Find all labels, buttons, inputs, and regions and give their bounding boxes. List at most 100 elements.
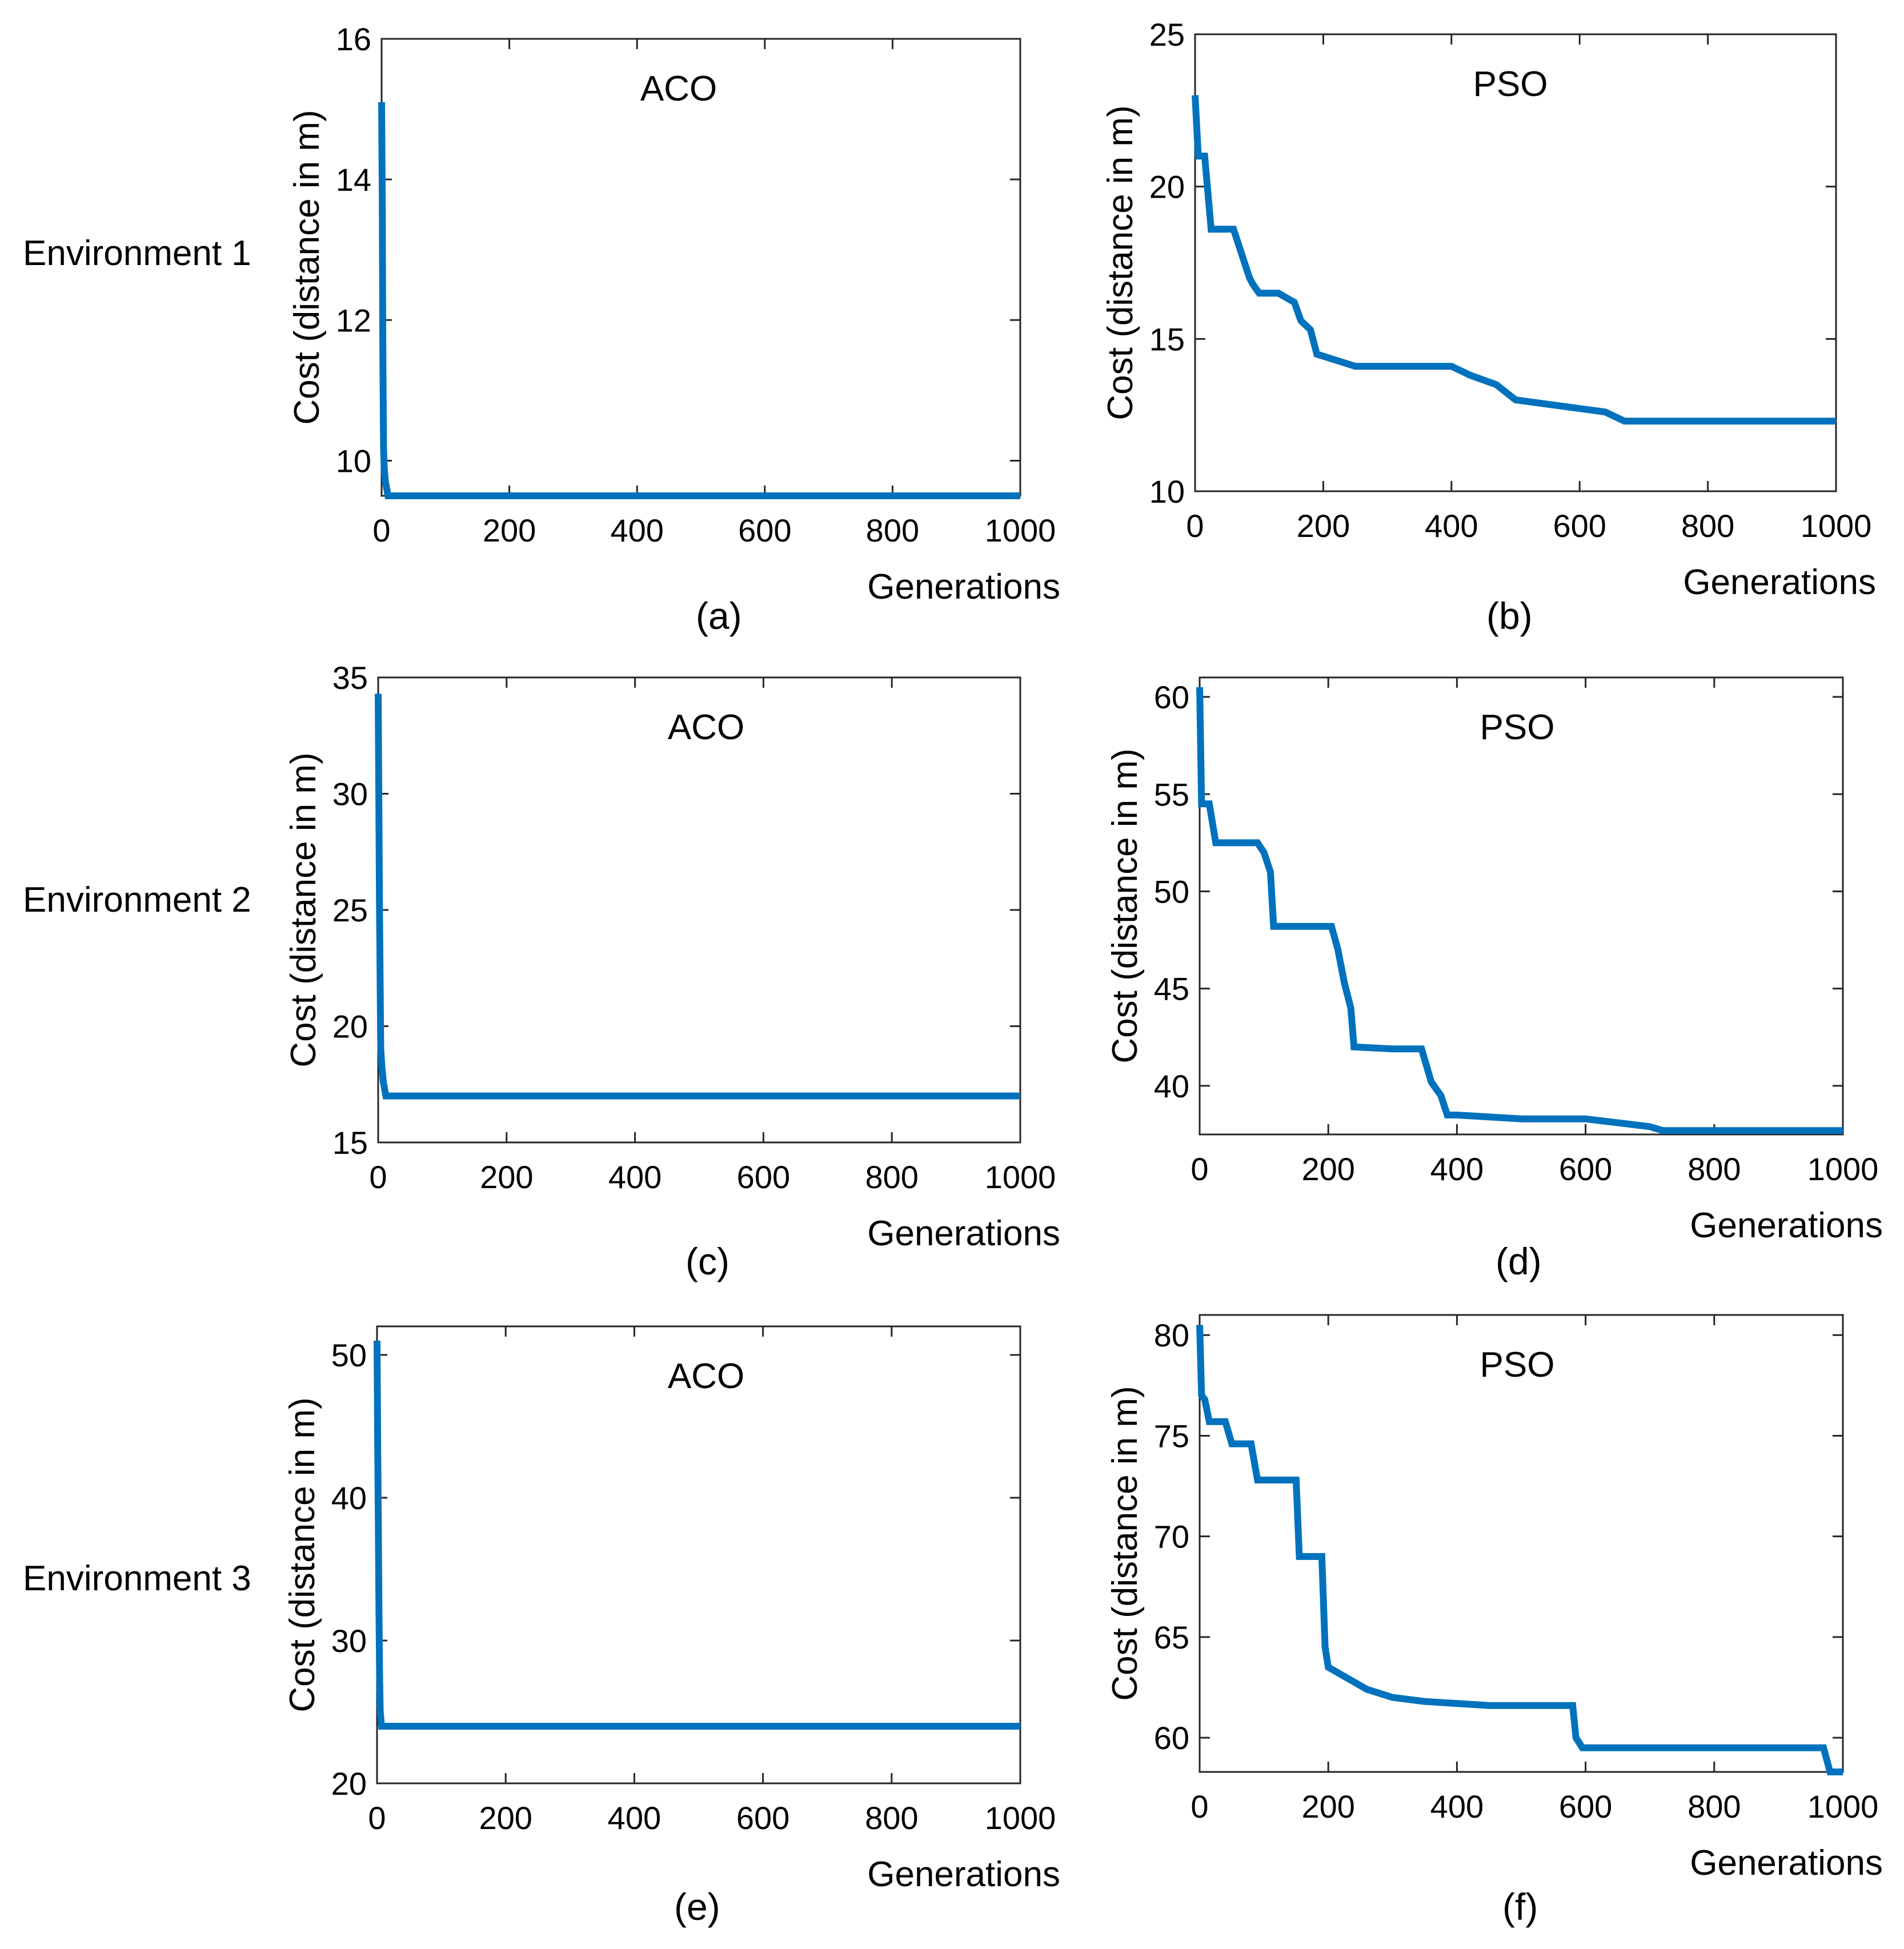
y-tick-label: 50	[331, 1337, 367, 1373]
panel-label-c: (c)	[686, 1240, 729, 1282]
x-axis-label: Generations	[1690, 1843, 1883, 1883]
x-tick-label: 600	[738, 512, 791, 548]
panel-label-f: (f)	[1502, 1886, 1538, 1928]
x-tick-label: 600	[1559, 1151, 1612, 1187]
y-tick-label: 75	[1154, 1418, 1189, 1454]
chart-title: PSO	[1473, 65, 1548, 104]
x-tick-label: 800	[865, 1800, 918, 1836]
row-label-environment-3: Environment 3	[23, 1559, 251, 1598]
y-tick-label: 35	[332, 660, 368, 696]
y-tick-label: 40	[331, 1480, 367, 1516]
x-tick-label: 1000	[1807, 1788, 1879, 1824]
y-tick-label: 30	[331, 1623, 367, 1659]
y-tick-label: 40	[1154, 1068, 1189, 1104]
y-axis-label: Cost (distance in m)	[1101, 105, 1140, 420]
y-tick-label: 60	[1154, 1720, 1189, 1756]
x-tick-label: 800	[1687, 1788, 1741, 1824]
x-tick-label: 800	[1681, 508, 1734, 544]
y-tick-label: 20	[331, 1766, 367, 1802]
series-line-aco	[378, 102, 1020, 499]
x-tick-label: 400	[610, 512, 663, 548]
y-tick-label: 80	[1154, 1317, 1189, 1353]
x-tick-label: 800	[865, 1159, 918, 1195]
series-line-pso	[1192, 95, 1836, 425]
y-axis-label: Cost (distance in m)	[283, 1397, 322, 1712]
y-axis-label: Cost (distance in m)	[1105, 748, 1145, 1063]
chart-title: ACO	[668, 1357, 744, 1396]
row-label-environment-2: Environment 2	[23, 880, 251, 920]
panel-label-d: (d)	[1496, 1240, 1542, 1282]
x-tick-label: 0	[1186, 508, 1204, 544]
y-tick-label: 25	[1149, 17, 1185, 53]
x-tick-label: 200	[483, 512, 536, 548]
x-tick-label: 0	[368, 1800, 386, 1836]
axes-box	[1198, 676, 1844, 1136]
y-tick-label: 10	[336, 443, 371, 479]
x-tick-label: 200	[479, 1800, 532, 1836]
x-tick-label: 400	[1430, 1151, 1484, 1187]
x-tick-label: 600	[737, 1159, 790, 1195]
y-tick-label: 14	[336, 162, 371, 198]
y-axis-label: Cost (distance in m)	[287, 110, 327, 424]
x-tick-label: 0	[1190, 1788, 1208, 1824]
series-line-aco	[375, 693, 1020, 1100]
x-tick-label: 200	[480, 1159, 533, 1195]
x-tick-label: 600	[736, 1800, 789, 1836]
x-tick-label: 600	[1553, 508, 1606, 544]
x-tick-label: 1000	[985, 512, 1056, 548]
series-line-pso	[1196, 1325, 1843, 1775]
chart-d: 0 200 400 600 800 1000 40 45 50 55 60 PSO Generation…	[1105, 676, 1883, 1245]
x-tick-label: 0	[372, 512, 390, 548]
x-tick-label: 800	[1687, 1151, 1741, 1187]
y-tick-label: 30	[332, 776, 368, 812]
axes-box	[377, 676, 1021, 1144]
x-tick-label: 800	[866, 512, 919, 548]
y-tick-label: 10	[1149, 474, 1185, 510]
chart-a: 0 200 400 600 800 1000 10 12 14 16 ACO Generations C…	[287, 21, 1060, 607]
y-tick-label: 70	[1154, 1519, 1189, 1555]
chart-f: 0 200 400 600 800 1000 60 65 70 75 80 PSO Generation…	[1105, 1314, 1883, 1883]
chart-title: ACO	[640, 69, 717, 109]
x-tick-label: 1000	[1807, 1151, 1879, 1187]
series-line-aco	[374, 1340, 1020, 1730]
x-tick-label: 1000	[1801, 508, 1872, 544]
row-label-environment-1: Environment 1	[23, 234, 251, 273]
y-axis-label: Cost (distance in m)	[284, 752, 323, 1067]
y-tick-label: 16	[336, 21, 371, 57]
x-tick-label: 400	[608, 1159, 662, 1195]
x-tick-label: 1000	[985, 1159, 1056, 1195]
y-tick-label: 15	[332, 1125, 368, 1161]
panel-label-a: (a)	[696, 595, 742, 637]
y-tick-label: 50	[1154, 873, 1189, 909]
x-axis-label: Generations	[867, 1214, 1060, 1253]
axes-box	[1198, 1314, 1844, 1773]
chart-title: ACO	[668, 708, 744, 747]
axes-box	[1194, 33, 1837, 492]
y-tick-label: 25	[332, 892, 368, 928]
chart-b: 0 200 400 600 800 1000 10 15 20 25 PSO Generations C…	[1101, 17, 1876, 602]
x-axis-label: Generations	[867, 1855, 1060, 1894]
chart-title: PSO	[1480, 1345, 1555, 1385]
x-tick-label: 200	[1301, 1151, 1354, 1187]
x-tick-label: 200	[1297, 508, 1350, 544]
x-tick-label: 400	[1425, 508, 1478, 544]
x-tick-label: 600	[1559, 1788, 1612, 1824]
x-axis-label: Generations	[1690, 1206, 1883, 1245]
x-tick-label: 400	[1430, 1788, 1484, 1824]
x-tick-label: 1000	[985, 1800, 1056, 1836]
x-axis-label: Generations	[1683, 563, 1876, 602]
x-tick-label: 200	[1301, 1788, 1354, 1824]
x-axis-label: Generations	[867, 567, 1060, 607]
y-tick-label: 65	[1154, 1619, 1189, 1655]
chart-title: PSO	[1480, 708, 1555, 747]
y-tick-label: 60	[1154, 679, 1189, 715]
series-line-pso	[1196, 687, 1843, 1134]
chart-c: 0 200 400 600 800 1000 15 20 25 30 35 ACO Generation…	[284, 660, 1060, 1253]
panel-label-b: (b)	[1486, 595, 1533, 637]
y-axis-label: Cost (distance in m)	[1105, 1386, 1145, 1701]
x-tick-label: 400	[608, 1800, 661, 1836]
y-tick-label: 55	[1154, 776, 1189, 812]
x-tick-label: 0	[369, 1159, 387, 1195]
panel-label-e: (e)	[674, 1886, 720, 1928]
